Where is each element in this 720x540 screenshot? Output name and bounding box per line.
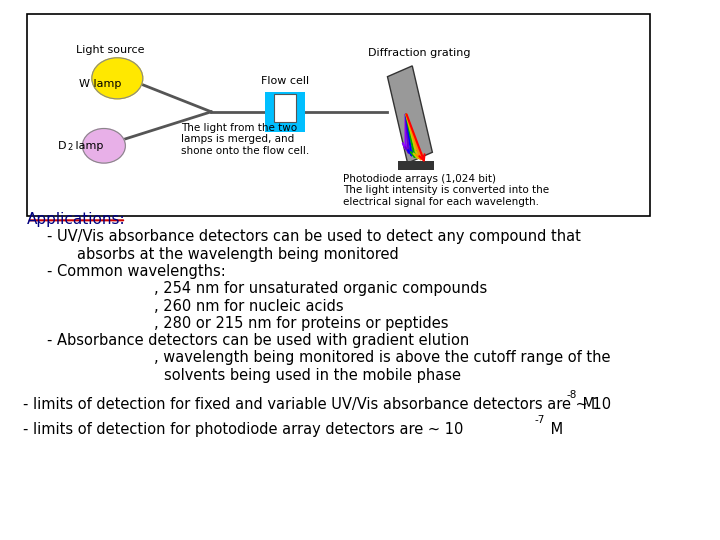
Bar: [27, 14, 650, 216]
Text: D: D: [58, 141, 66, 151]
Text: , 260 nm for nucleic acids: , 260 nm for nucleic acids: [154, 299, 344, 314]
Polygon shape: [387, 66, 433, 163]
Text: Diffraction grating: Diffraction grating: [368, 48, 470, 58]
Text: solvents being used in the mobile phase: solvents being used in the mobile phase: [164, 368, 462, 383]
Text: -7: -7: [535, 415, 545, 426]
Text: - UV/Vis absorbance detectors can be used to detect any compound that: - UV/Vis absorbance detectors can be use…: [47, 230, 581, 245]
Text: , 280 or 215 nm for proteins or peptides: , 280 or 215 nm for proteins or peptides: [154, 316, 449, 331]
Text: Flow cell: Flow cell: [261, 76, 309, 86]
Bar: [397, 161, 434, 170]
Circle shape: [83, 129, 125, 163]
Text: M: M: [546, 422, 564, 437]
Text: lamp: lamp: [72, 141, 103, 151]
Text: absorbs at the wavelength being monitored: absorbs at the wavelength being monitore…: [77, 247, 399, 262]
Text: Light source: Light source: [76, 45, 145, 55]
Text: Photodiode arrays (1,024 bit)
The light intensity is converted into the
electric: Photodiode arrays (1,024 bit) The light …: [343, 174, 549, 207]
Circle shape: [92, 58, 143, 99]
Text: W lamp: W lamp: [79, 79, 122, 89]
Text: - limits of detection for fixed and variable UV/Vis absorbance detectors are ~ 1: - limits of detection for fixed and vari…: [24, 397, 611, 412]
Text: , 254 nm for unsaturated organic compounds: , 254 nm for unsaturated organic compoun…: [154, 281, 487, 296]
Text: -8: -8: [567, 390, 577, 400]
Text: , wavelength being monitored is above the cutoff range of the: , wavelength being monitored is above th…: [154, 350, 611, 366]
Text: - Absorbance detectors can be used with gradient elution: - Absorbance detectors can be used with …: [47, 333, 469, 348]
Text: M: M: [578, 397, 595, 412]
Text: 2: 2: [67, 144, 72, 152]
Text: The light from the two
lamps is merged, and
shone onto the flow cell.: The light from the two lamps is merged, …: [181, 123, 310, 156]
Bar: [274, 94, 297, 122]
Text: - limits of detection for photodiode array detectors are ~ 10: - limits of detection for photodiode arr…: [24, 422, 464, 437]
Text: Applications:: Applications:: [27, 212, 125, 227]
Text: - Common wavelengths:: - Common wavelengths:: [47, 264, 225, 279]
Bar: [265, 92, 305, 132]
